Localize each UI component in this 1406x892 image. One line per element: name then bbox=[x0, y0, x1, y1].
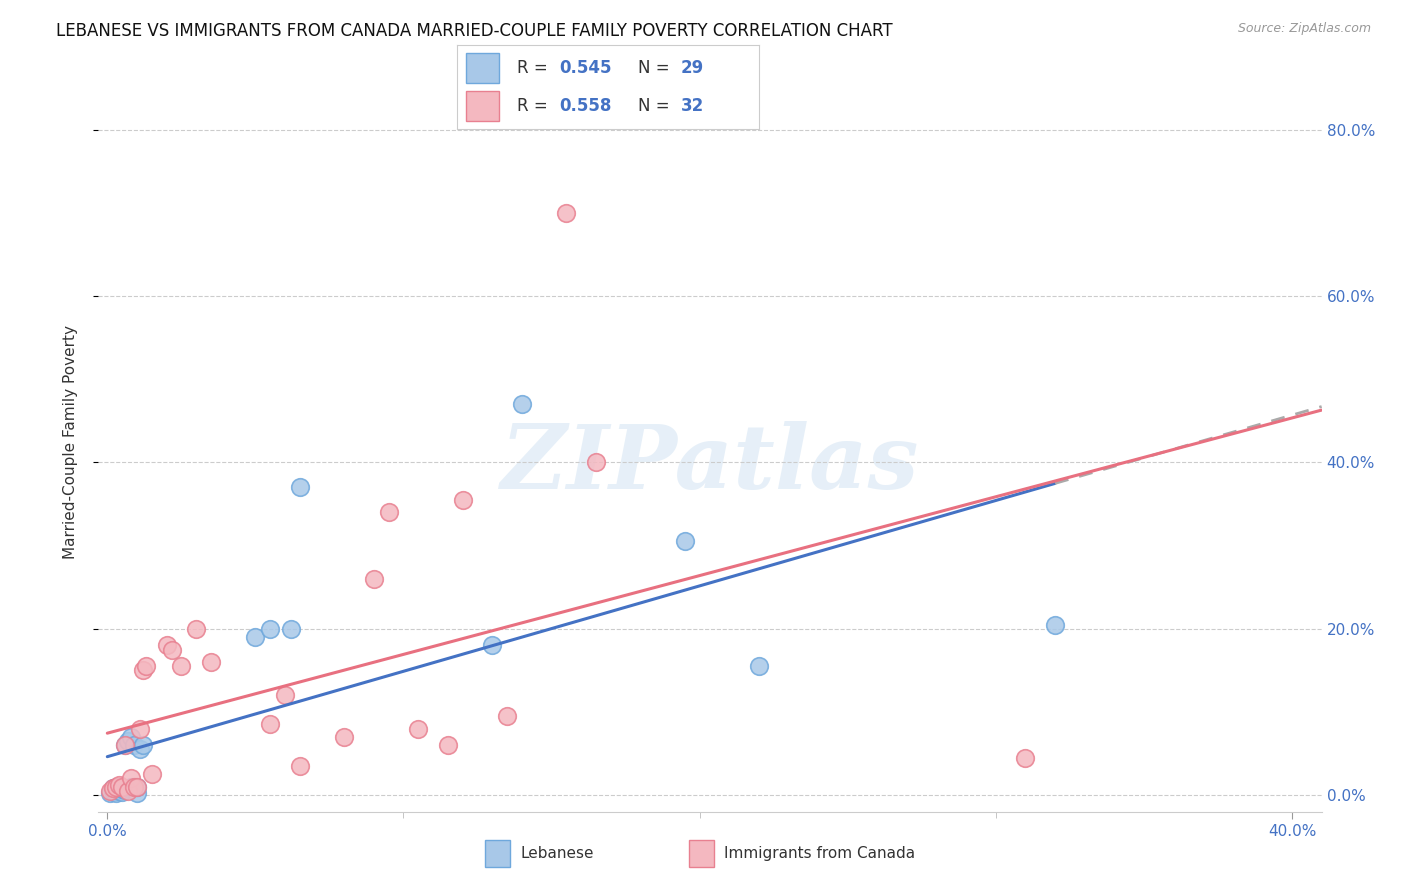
Point bbox=[128, 742, 150, 756]
Point bbox=[245, 630, 267, 644]
Point bbox=[1043, 617, 1066, 632]
Point bbox=[105, 786, 128, 800]
Point bbox=[141, 767, 163, 781]
Point bbox=[111, 780, 134, 794]
Point bbox=[274, 688, 297, 702]
Point bbox=[377, 505, 399, 519]
Text: Immigrants from Canada: Immigrants from Canada bbox=[724, 847, 915, 861]
Text: 0.558: 0.558 bbox=[560, 97, 612, 115]
Text: 29: 29 bbox=[681, 59, 704, 77]
Text: N =: N = bbox=[638, 97, 675, 115]
Y-axis label: Married-Couple Family Poverty: Married-Couple Family Poverty bbox=[63, 325, 77, 558]
FancyBboxPatch shape bbox=[465, 54, 499, 83]
Point bbox=[120, 772, 142, 786]
Text: 32: 32 bbox=[681, 97, 704, 115]
Point bbox=[125, 780, 148, 794]
Point bbox=[114, 738, 136, 752]
Point bbox=[496, 709, 519, 723]
Point bbox=[162, 642, 184, 657]
Point bbox=[114, 783, 136, 797]
Point bbox=[103, 781, 125, 796]
Point bbox=[111, 782, 134, 797]
Point bbox=[117, 734, 139, 748]
Point bbox=[259, 717, 281, 731]
Point bbox=[105, 780, 128, 794]
Point bbox=[510, 397, 533, 411]
Point bbox=[748, 659, 770, 673]
Point bbox=[673, 534, 696, 549]
Point bbox=[103, 784, 125, 798]
Text: Source: ZipAtlas.com: Source: ZipAtlas.com bbox=[1237, 22, 1371, 36]
Point bbox=[122, 738, 145, 752]
Point bbox=[117, 784, 139, 798]
Point bbox=[259, 622, 281, 636]
Point bbox=[170, 659, 193, 673]
Text: ZIPatlas: ZIPatlas bbox=[502, 420, 918, 507]
FancyBboxPatch shape bbox=[465, 91, 499, 120]
Point bbox=[98, 786, 121, 800]
Point bbox=[280, 622, 302, 636]
Point bbox=[120, 730, 142, 744]
Point bbox=[186, 622, 208, 636]
Text: N =: N = bbox=[638, 59, 675, 77]
Point bbox=[122, 780, 145, 794]
Point bbox=[451, 492, 474, 507]
Point bbox=[120, 780, 142, 794]
Point bbox=[98, 784, 121, 798]
Point bbox=[155, 638, 177, 652]
Point bbox=[555, 206, 578, 220]
Point bbox=[288, 759, 311, 773]
Point bbox=[132, 663, 155, 677]
Point bbox=[288, 480, 311, 494]
Point bbox=[111, 785, 134, 799]
Point bbox=[125, 786, 148, 800]
Point bbox=[103, 781, 125, 796]
Text: R =: R = bbox=[517, 97, 554, 115]
Text: R =: R = bbox=[517, 59, 554, 77]
Point bbox=[117, 781, 139, 796]
Point bbox=[1014, 750, 1036, 764]
Point bbox=[481, 638, 503, 652]
Point bbox=[585, 455, 607, 469]
Point bbox=[135, 659, 157, 673]
Point bbox=[105, 780, 128, 794]
Point bbox=[200, 655, 222, 669]
Point bbox=[437, 738, 460, 752]
Point bbox=[128, 722, 150, 736]
Point bbox=[408, 722, 430, 736]
Point bbox=[114, 738, 136, 752]
Point bbox=[108, 784, 131, 798]
Text: 0.545: 0.545 bbox=[560, 59, 612, 77]
Point bbox=[363, 572, 385, 586]
Point bbox=[333, 730, 356, 744]
Point bbox=[108, 778, 131, 792]
Text: Lebanese: Lebanese bbox=[520, 847, 593, 861]
Point bbox=[125, 780, 148, 794]
Point bbox=[108, 781, 131, 796]
Point bbox=[132, 738, 155, 752]
Text: LEBANESE VS IMMIGRANTS FROM CANADA MARRIED-COUPLE FAMILY POVERTY CORRELATION CHA: LEBANESE VS IMMIGRANTS FROM CANADA MARRI… bbox=[56, 22, 893, 40]
